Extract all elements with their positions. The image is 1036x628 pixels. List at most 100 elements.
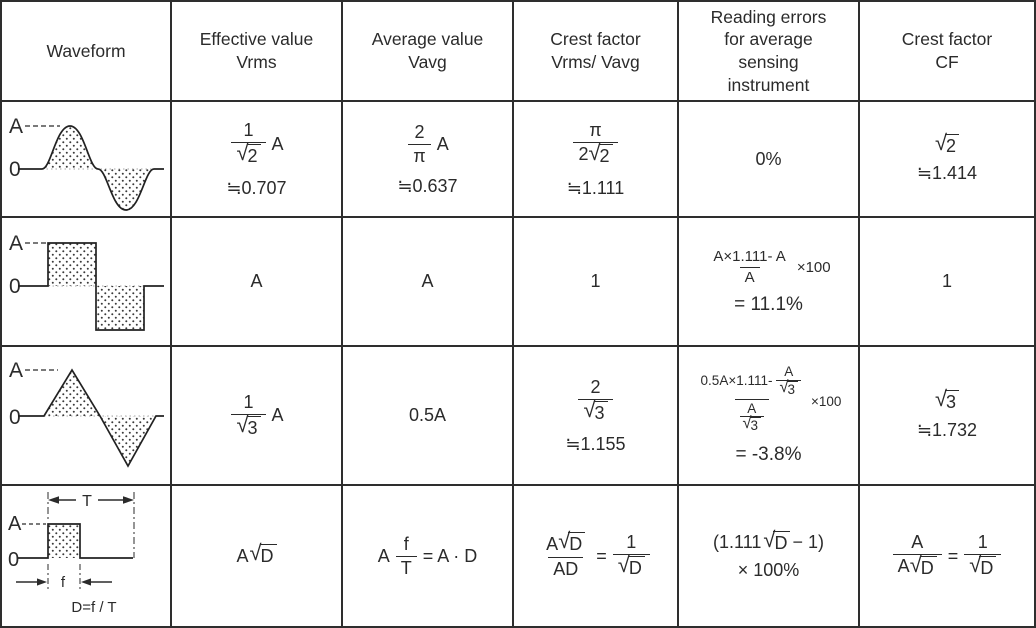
square-curve — [18, 242, 164, 331]
radicand: 3 — [945, 390, 960, 414]
sine-wave-graphic: A 0 — [9, 115, 164, 211]
radicand: D — [627, 556, 645, 580]
sqrt-sign: √ — [742, 414, 752, 433]
fraction: 1 √ 2 — [231, 119, 266, 168]
numerator: π — [589, 120, 602, 141]
cell-sine-crest: π 2 √ 2 ≒1.111 — [514, 102, 677, 216]
error-value: 0% — [755, 148, 782, 169]
radicand: 3 — [749, 417, 762, 435]
sqrt-radical: √ 2 — [236, 142, 261, 168]
period-label: T — [82, 493, 92, 510]
negative-area-fill — [100, 416, 156, 466]
denominator: AD — [548, 556, 584, 581]
sqrt-radical: √ 3 — [236, 413, 261, 440]
cell-square-waveform: A 0 — [2, 218, 170, 345]
inward-arrowhead-icon — [37, 578, 47, 586]
cell-sine-vavg: 2 π A ≒0.637 — [343, 102, 512, 216]
outer-fraction: 0.5A×1.111- A √ 3 A √ 3 — [698, 363, 806, 437]
fraction: f T — [395, 533, 417, 579]
header-crest-factor-ratio-label: Crest factor Vrms/ Vavg — [550, 29, 641, 72]
value: 1 — [590, 271, 601, 291]
cell-pulse-crest: A √ D AD = 1 √ D — [514, 486, 677, 626]
cell-square-vavg: A — [343, 218, 512, 345]
header-average-value-label: Average value Vavg — [371, 29, 484, 72]
numerator: f — [403, 533, 409, 554]
unit: A — [271, 133, 284, 154]
fraction: A √ D AD — [541, 530, 590, 581]
denominator: √ D — [964, 552, 1002, 581]
radicand: 3 — [786, 380, 799, 399]
approx-value: ≒1.155 — [565, 434, 626, 455]
square-error-formula: A×1.111- A A ×100 — [706, 247, 830, 287]
inward-arrowhead-icon — [81, 578, 91, 586]
multiplier: ×100 — [796, 258, 831, 276]
sqrt-sign: √ — [617, 552, 630, 578]
radicand: 3 — [246, 415, 261, 440]
cell-triangle-waveform: A 0 — [2, 347, 170, 484]
sqrt-radical: √ 3 — [742, 414, 762, 435]
cell-pulse-vavg: A f T = A · D — [343, 486, 512, 626]
sqrt-radical: √ 2 — [588, 140, 613, 168]
sqrt-radical: √ 2 — [934, 130, 960, 158]
amp-label: A — [9, 115, 23, 138]
fraction: 1 √ D — [964, 531, 1002, 581]
sine-vrms-formula: 1 √ 2 A — [229, 119, 284, 168]
cell-triangle-vrms: 1 √ 3 A — [172, 347, 341, 484]
sqrt-sign: √ — [909, 552, 922, 578]
header-crest-factor-ratio: Crest factor Vrms/ Vavg — [514, 2, 677, 100]
header-waveform: Waveform — [2, 2, 170, 100]
sine-crest-fraction: π 2 √ 2 — [573, 119, 618, 168]
sqrt-radical: √ 3 — [935, 388, 960, 414]
numerator: 2 — [590, 376, 601, 397]
pulse-area-fill — [48, 524, 80, 558]
amp-label: A — [8, 513, 22, 535]
negative-area-fill — [96, 286, 144, 330]
value: 0.5A — [408, 405, 447, 425]
cell-triangle-error: 0.5A×1.111- A √ 3 A √ 3 — [679, 347, 858, 484]
multiplier: ×100 — [811, 393, 842, 409]
fraction: 2 π — [408, 121, 431, 168]
value: A — [250, 271, 263, 291]
fraction: A A √ D — [892, 531, 942, 580]
numerator: A×1.111- A — [713, 248, 786, 266]
triangle-curve — [18, 368, 164, 468]
numerator: 0.5A×1.111- A √ 3 — [698, 363, 806, 399]
sqrt-radical: √ D — [969, 552, 997, 580]
numerator: A — [784, 363, 794, 379]
square-wave-graphic: A 0 — [9, 232, 164, 331]
positive-area-fill — [44, 370, 100, 416]
denominator: √ D — [612, 552, 650, 581]
denominator: √ 3 — [739, 414, 765, 435]
sine-vavg-formula: 2 π A — [406, 121, 449, 168]
cell-square-error: A×1.111- A A ×100 = 11.1% — [679, 218, 858, 345]
header-reading-errors: Reading errors for average sensing instr… — [679, 2, 858, 100]
cell-sine-waveform: A 0 — [2, 102, 170, 216]
header-average-value: Average value Vavg — [343, 2, 512, 100]
amp-label: A — [9, 359, 23, 382]
zero-label: 0 — [9, 158, 21, 181]
denominator: A — [739, 266, 760, 287]
sqrt-radical: √ 3 — [779, 378, 799, 399]
inner-fraction: A √ 3 — [739, 401, 765, 436]
header-reading-errors-label: Reading errors for average sensing instr… — [710, 6, 827, 95]
pulse-error-line2: × 100% — [737, 560, 800, 581]
radicand: 3 — [593, 400, 608, 425]
fraction: 1 √ D — [612, 531, 650, 581]
fraction: 1 √ 3 — [231, 391, 266, 440]
header-effective-value: Effective value Vrms — [172, 2, 341, 100]
equals-expression: = A · D — [422, 545, 478, 566]
sqrt-sign: √ — [934, 130, 948, 156]
equals-sign: = — [947, 545, 959, 566]
zero-label: 0 — [9, 406, 21, 429]
triangle-crest-fraction: 2 √ 3 — [578, 376, 613, 425]
sqrt-sign: √ — [969, 552, 982, 578]
sqrt-sign: √ — [588, 140, 601, 166]
error-result: = 11.1% — [734, 293, 803, 315]
value: 1 — [941, 271, 952, 291]
inner-fraction: A √ 3 — [776, 363, 802, 399]
pulse-cf-formula: A A √ D = 1 √ D — [891, 531, 1004, 580]
numerator: 2 — [414, 121, 425, 142]
positive-area-fill — [42, 126, 98, 169]
denominator: π — [408, 143, 431, 168]
approx-value: ≒1.111 — [566, 177, 625, 198]
